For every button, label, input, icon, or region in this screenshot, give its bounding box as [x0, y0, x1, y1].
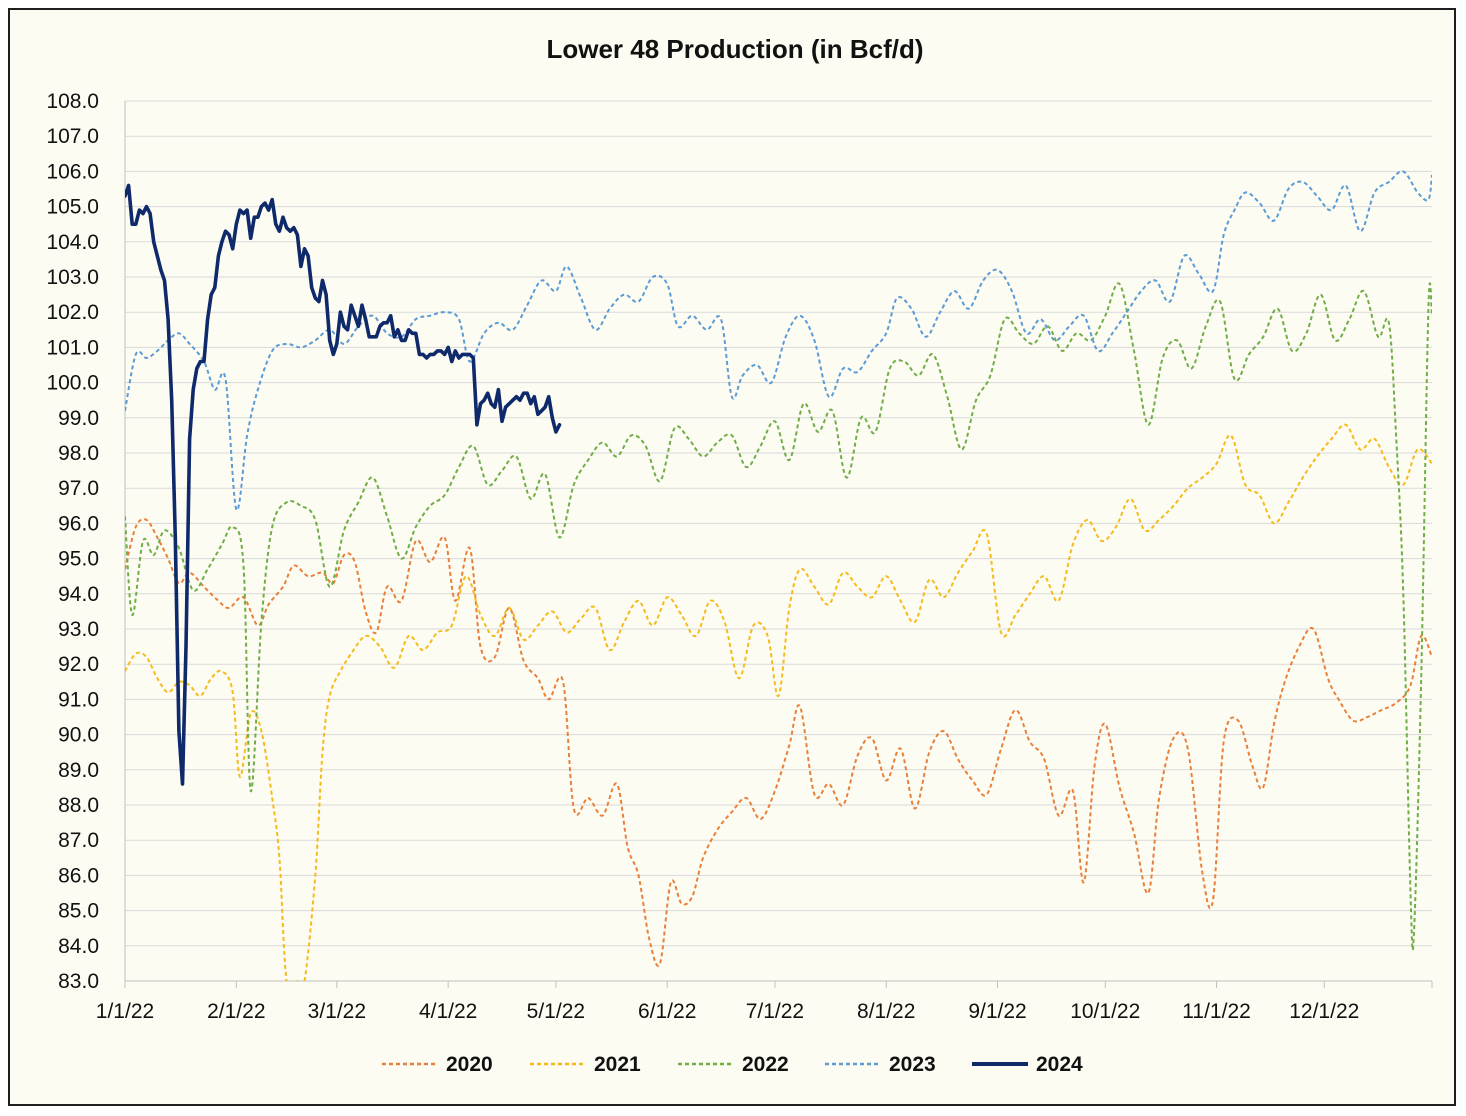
- legend-label-2024: 2024: [1036, 1053, 1083, 1076]
- y-tick-label: 94.0: [58, 583, 99, 606]
- y-tick-label: 93.0: [58, 618, 99, 641]
- x-tick-label: 5/1/22: [527, 1000, 585, 1023]
- x-tick-label: 12/1/22: [1289, 1000, 1359, 1023]
- legend-label-2023: 2023: [889, 1053, 936, 1076]
- axes: [124, 101, 1432, 982]
- series-line-2020: [125, 518, 1432, 967]
- x-tick-label: 8/1/22: [857, 1000, 915, 1023]
- y-tick-label: 87.0: [58, 829, 99, 852]
- series-line-2022: [125, 282, 1432, 952]
- series-line-2021: [125, 423, 1432, 981]
- x-tick-label: 4/1/22: [419, 1000, 477, 1023]
- y-tick-label: 95.0: [58, 548, 99, 571]
- y-tick-label: 90.0: [58, 724, 99, 747]
- y-tick-label: 102.0: [46, 301, 99, 324]
- chart-frame: Lower 48 Production (in Bcf/d) 108.0 107.…: [8, 8, 1456, 1106]
- series-layer: [125, 170, 1432, 981]
- y-tick-label: 100.0: [46, 372, 99, 395]
- gridlines: [125, 100, 1432, 947]
- y-tick-label: 83.0: [58, 970, 99, 993]
- legend-label-2022: 2022: [742, 1053, 789, 1076]
- x-tick-label: 6/1/22: [638, 1000, 696, 1023]
- y-tick-label: 86.0: [58, 864, 99, 887]
- y-tick-label: 97.0: [58, 477, 99, 500]
- y-tick-label: 104.0: [46, 231, 99, 254]
- legend-label-2020: 2020: [446, 1053, 493, 1076]
- x-tick-label: 2/1/22: [207, 1000, 265, 1023]
- x-tick-label: 7/1/22: [746, 1000, 804, 1023]
- x-tick-label: 1/1/22: [96, 1000, 154, 1023]
- series-line-2023: [125, 170, 1432, 512]
- y-tick-label: 101.0: [46, 336, 99, 359]
- y-tick-label: 105.0: [46, 196, 99, 219]
- x-tick-label: 11/1/22: [1182, 1000, 1251, 1023]
- y-tick-label: 92.0: [58, 653, 99, 676]
- y-tick-label: 88.0: [58, 794, 99, 817]
- y-tick-label: 103.0: [46, 266, 99, 289]
- chart-title: Lower 48 Production (in Bcf/d): [546, 34, 923, 64]
- x-axis-ticks: 1/1/22 2/1/22 3/1/22 4/1/22 5/1/22 6/1/22 7/1/…: [96, 981, 1433, 1023]
- y-tick-label: 91.0: [58, 688, 99, 711]
- legend-label-2021: 2021: [594, 1053, 641, 1076]
- y-tick-label: 106.0: [46, 160, 99, 183]
- legend: 2020 2021 2022 2023 2024: [382, 1053, 1083, 1076]
- line-chart: Lower 48 Production (in Bcf/d) 108.0 107.…: [46, 34, 1433, 1076]
- y-tick-label: 107.0: [46, 125, 99, 148]
- y-tick-label: 99.0: [58, 407, 99, 430]
- series-line-2024: [125, 183, 562, 786]
- y-tick-label: 108.0: [46, 90, 99, 113]
- x-tick-label: 9/1/22: [968, 1000, 1026, 1023]
- x-tick-label: 3/1/22: [308, 1000, 366, 1023]
- y-tick-label: 98.0: [58, 442, 99, 465]
- x-tick-label: 10/1/22: [1070, 1000, 1140, 1023]
- y-tick-label: 89.0: [58, 759, 99, 782]
- y-tick-label: 96.0: [58, 512, 99, 535]
- y-axis-ticks: 108.0 107.0 106.0 105.0 104.0 103.0 102.0 101.0…: [46, 90, 99, 993]
- y-tick-label: 84.0: [58, 935, 99, 958]
- y-tick-label: 85.0: [58, 900, 99, 923]
